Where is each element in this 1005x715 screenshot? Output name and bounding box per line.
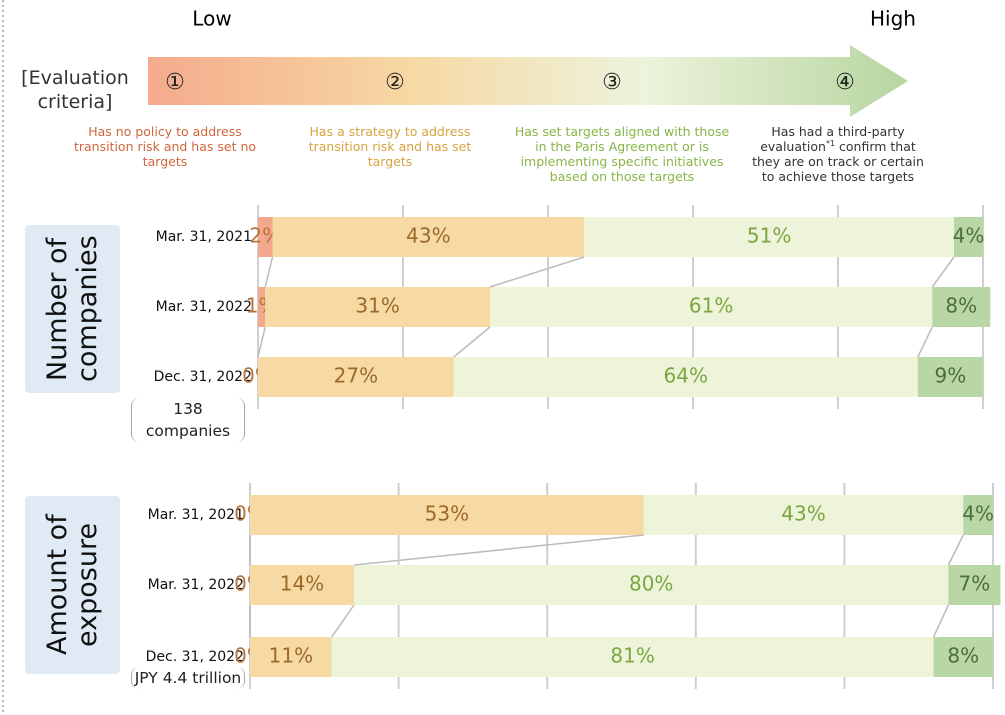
bar-segment <box>258 217 273 257</box>
value-label: 53% <box>425 502 469 526</box>
criteria-symbol: ① <box>165 70 185 95</box>
description-text: confirm that they are on track or certai… <box>752 139 924 184</box>
criteria-description: Has set targets aligned with those in th… <box>515 124 730 184</box>
value-label: 4% <box>962 502 994 526</box>
chart-title: Number of companies <box>41 235 103 383</box>
bar-segment <box>258 287 266 327</box>
category-label: Mar. 31, 2021 <box>156 229 252 245</box>
bar-segment <box>933 637 993 677</box>
description-text: Has no policy to address transition risk… <box>73 124 257 169</box>
connector-line <box>947 534 964 566</box>
bar-segment <box>917 357 983 397</box>
criteria-description: Has a strategy to address transition ris… <box>295 124 485 169</box>
value-label: 31% <box>355 294 399 318</box>
connector-line <box>931 256 955 288</box>
connector-line <box>353 534 644 566</box>
value-label: 43% <box>406 224 450 248</box>
bar-segment <box>272 217 585 257</box>
category-label: Dec. 31, 2022 <box>146 649 244 665</box>
bar-segment <box>354 565 949 605</box>
bar-segment <box>331 637 934 677</box>
chart-note: JPY 4.4 trillion <box>131 667 245 689</box>
value-label: 8% <box>947 644 979 668</box>
value-label: 11% <box>269 644 313 668</box>
description-text: Has had a third-party evaluation <box>760 124 905 154</box>
bar-segment <box>265 287 490 327</box>
connector-line <box>453 326 491 358</box>
description-text: Has set targets aligned with those in th… <box>514 124 730 184</box>
bar-segment <box>643 495 964 535</box>
bar-segment <box>932 287 991 327</box>
value-label: 14% <box>280 572 324 596</box>
low-label: Low <box>192 7 231 31</box>
connector-line <box>917 326 933 358</box>
connector-line <box>331 604 355 638</box>
bar-segment <box>490 287 933 327</box>
chart-title: Amount of exposure <box>41 514 103 656</box>
chart-title-box: Number of companies <box>25 225 120 393</box>
note-mark: *1 <box>825 138 836 148</box>
value-label: 61% <box>689 294 733 318</box>
bar-segment <box>948 565 1001 605</box>
bar-segment <box>453 357 918 397</box>
connector-line <box>489 256 585 288</box>
category-label: Mar. 31, 2021 <box>148 507 244 523</box>
bar-segment <box>250 565 355 605</box>
high-label: High <box>870 7 916 31</box>
category-label: Dec. 31, 2022 <box>154 369 252 385</box>
value-label: 51% <box>747 224 791 248</box>
bar-segment <box>250 637 332 677</box>
criteria-heading: [Evaluation criteria] <box>21 67 129 113</box>
value-label: 43% <box>781 502 825 526</box>
value-label: 80% <box>629 572 673 596</box>
value-label: 9% <box>935 364 967 388</box>
criteria-symbol: ② <box>385 70 405 95</box>
criteria-description: Has no policy to address transition risk… <box>70 124 260 169</box>
bar-segment <box>584 217 954 257</box>
bar-segment <box>954 217 983 257</box>
criteria-arrow <box>148 45 908 117</box>
criteria-symbol: ③ <box>602 70 622 95</box>
connector-line <box>932 604 950 638</box>
value-label: 4% <box>953 224 985 248</box>
category-label: Mar. 31, 2022 <box>148 577 244 593</box>
chart-title-box: Amount of exposure <box>25 496 120 674</box>
value-label: 81% <box>610 644 654 668</box>
value-label: 7% <box>959 572 991 596</box>
bar-segment <box>250 495 644 535</box>
value-label: 27% <box>334 364 378 388</box>
value-label: 64% <box>664 364 708 388</box>
criteria-symbol: ④ <box>835 70 855 95</box>
description-text: Has a strategy to address transition ris… <box>308 124 472 169</box>
bar-segment <box>963 495 993 535</box>
category-label: Mar. 31, 2022 <box>156 299 252 315</box>
connector-line <box>264 256 274 288</box>
value-label: 8% <box>945 294 977 318</box>
criteria-description: Has had a third-party evaluation*1 confi… <box>751 124 926 184</box>
connector-line <box>257 326 266 358</box>
bar-segment <box>258 357 454 397</box>
chart-note: 138 companies <box>131 398 245 442</box>
